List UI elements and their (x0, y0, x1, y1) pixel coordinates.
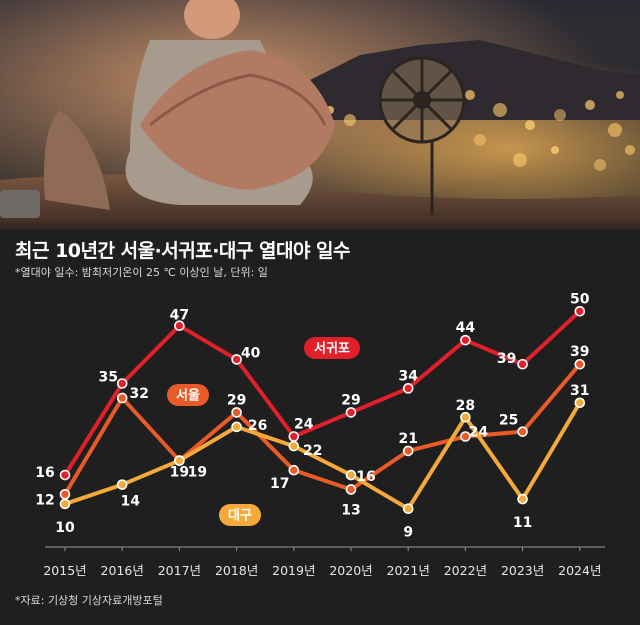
data-point (288, 440, 300, 452)
data-point (517, 493, 528, 505)
data-point (402, 383, 414, 394)
data-label: 12 (35, 492, 54, 508)
data-label: 25 (499, 413, 518, 429)
series-tag-bg (219, 504, 261, 526)
series-tag-bg (167, 384, 209, 406)
x-tick-label: 2024년 (558, 563, 601, 578)
x-tick-label: 2022년 (444, 563, 487, 578)
data-label: 24 (469, 424, 489, 440)
data-point (460, 334, 471, 346)
data-point (116, 378, 128, 389)
data-point (231, 354, 242, 365)
data-label: 21 (398, 431, 417, 447)
data-label: 24 (294, 416, 314, 432)
series-line-1 (63, 309, 582, 478)
data-point (288, 464, 300, 476)
data-label: 39 (570, 344, 589, 360)
data-label: 50 (570, 291, 590, 307)
data-point (59, 488, 71, 500)
x-tick-label: 2016년 (101, 563, 144, 578)
data-label: 47 (170, 308, 189, 324)
data-label: 40 (241, 345, 261, 361)
data-label: 9 (403, 525, 413, 541)
data-label: 35 (98, 370, 117, 386)
data-label: 44 (456, 320, 476, 336)
data-point (174, 455, 185, 466)
x-tick-label: 2020년 (329, 563, 372, 578)
data-label: 31 (570, 383, 589, 399)
data-label: 13 (341, 502, 360, 518)
data-label: 14 (120, 494, 140, 510)
data-point (402, 503, 414, 515)
data-label: 29 (227, 392, 246, 408)
data-point (574, 358, 586, 370)
data-label: 11 (513, 515, 532, 531)
data-label: 39 (497, 351, 516, 367)
data-point (517, 358, 528, 370)
data-point (116, 392, 128, 404)
data-point (460, 431, 471, 442)
data-point (345, 469, 357, 481)
source-note: *자료: 기상청 기상자료개방포털 (15, 594, 163, 607)
x-tick-label: 2018년 (215, 563, 258, 578)
data-label: 34 (398, 368, 418, 384)
data-label: 29 (341, 392, 360, 408)
data-label: 10 (55, 520, 75, 536)
data-point (345, 407, 357, 418)
series-line-3 (63, 400, 582, 511)
data-point (574, 397, 586, 409)
x-tick-label: 2021년 (387, 563, 430, 578)
data-point (517, 426, 528, 437)
data-point (59, 498, 71, 510)
x-tick-label: 2017년 (158, 563, 201, 578)
data-point (402, 445, 414, 457)
data-point (288, 431, 300, 442)
series-tag-label: 대구 (228, 509, 252, 524)
chart-subtitle: *열대야 일수: 밤최저기온이 25 ℃ 이상인 날, 단위: 일 (15, 266, 268, 279)
header-photo (0, 0, 640, 230)
series-tag-bg (304, 337, 360, 359)
data-point (116, 479, 128, 490)
data-point (174, 320, 185, 332)
data-label: 16 (356, 469, 375, 485)
chart-title: 최근 10년간 서울·서귀포·대구 열대야 일수 (15, 240, 351, 262)
data-label: 26 (248, 418, 267, 434)
data-label: 19 (170, 465, 189, 481)
x-tick-label: 2015년 (43, 563, 86, 578)
series-tag-label: 서울 (176, 388, 200, 404)
data-point (574, 305, 586, 317)
x-tick-label: 2023년 (501, 563, 544, 578)
data-label: 32 (129, 386, 148, 402)
data-label: 28 (456, 398, 475, 414)
data-label: 19 (188, 465, 207, 481)
data-point (59, 469, 71, 481)
data-label: 22 (303, 443, 322, 459)
data-label: 16 (35, 465, 54, 481)
data-point (231, 407, 242, 418)
x-tick-label: 2019년 (272, 563, 315, 578)
series-line-2 (63, 362, 582, 497)
data-point (460, 411, 471, 423)
series-tag-label: 서귀포 (314, 341, 350, 357)
data-point (345, 484, 357, 495)
data-label: 17 (270, 476, 289, 492)
data-point (231, 421, 242, 433)
